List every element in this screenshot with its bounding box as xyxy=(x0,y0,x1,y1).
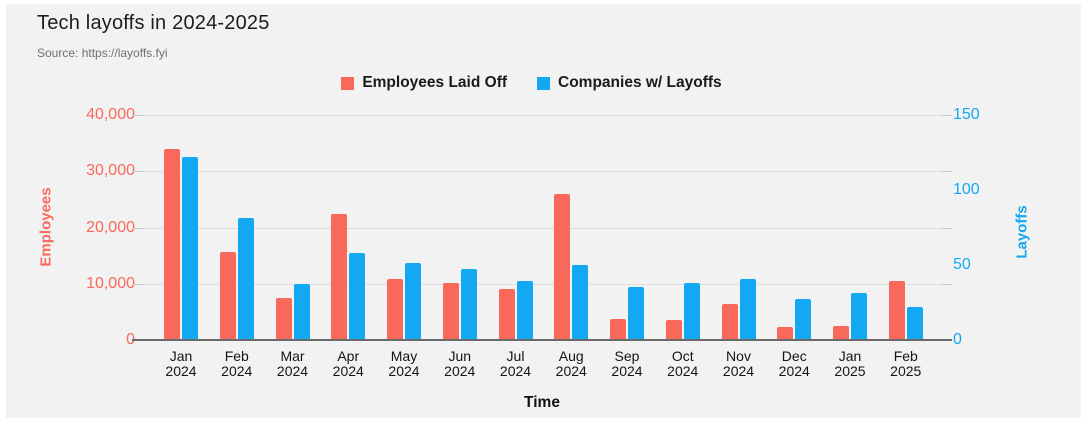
axis-tick-mark xyxy=(941,283,952,285)
bar-companies-w-layoffs-aug-2024[interactable] xyxy=(572,265,589,340)
y-right-tick-100: 100 xyxy=(953,181,980,198)
x-axis-title: Time xyxy=(524,394,560,411)
bar-companies-w-layoffs-sep-2024[interactable] xyxy=(628,287,644,340)
chart-panel: Tech layoffs in 2024-2025 Source: https:… xyxy=(6,4,1081,418)
bar-companies-w-layoffs-mar-2024[interactable] xyxy=(293,284,310,340)
bar-employees-laid-off-dec-2024[interactable] xyxy=(777,327,794,340)
bar-employees-laid-off-may-2024[interactable] xyxy=(387,279,403,340)
y-right-tick-150: 150 xyxy=(953,106,980,123)
y-left-tick-30-000: 30,000 xyxy=(86,162,135,180)
x-tick-label-jan-2025: Jan 2025 xyxy=(834,348,866,380)
y-axis-title-layoffs: Layoffs xyxy=(1013,205,1031,259)
bar-companies-w-layoffs-feb-2025[interactable] xyxy=(906,307,923,340)
bar-companies-w-layoffs-dec-2024[interactable] xyxy=(795,299,812,340)
bar-employees-laid-off-feb-2025[interactable] xyxy=(888,281,905,340)
axis-tick-mark xyxy=(941,171,952,173)
plot-area xyxy=(132,115,952,341)
legend-item-companies[interactable]: Companies w/ Layoffs xyxy=(537,74,722,92)
legend-item-employees[interactable]: Employees Laid Off xyxy=(341,74,507,92)
y-left-tick-40-000: 40,000 xyxy=(86,106,135,123)
axis-tick-mark xyxy=(132,283,143,285)
bar-employees-laid-off-jun-2024[interactable] xyxy=(442,283,459,340)
x-tick-label-dec-2024: Dec 2024 xyxy=(778,348,810,380)
bar-employees-laid-off-nov-2024[interactable] xyxy=(721,304,738,340)
axis-tick-mark xyxy=(132,227,143,229)
bar-employees-laid-off-jan-2024[interactable] xyxy=(164,149,180,340)
axis-tick-mark xyxy=(132,115,143,116)
bar-companies-w-layoffs-jan-2024[interactable] xyxy=(182,157,198,340)
y-left-tick-0: 0 xyxy=(126,331,135,348)
legend-swatch-companies-icon xyxy=(537,76,551,90)
bar-employees-laid-off-apr-2024[interactable] xyxy=(331,214,348,340)
y-right-tick-0: 0 xyxy=(953,331,962,348)
axis-tick-mark xyxy=(132,171,143,173)
chart-title: Tech layoffs in 2024-2025 xyxy=(37,12,270,34)
x-tick-label-nov-2024: Nov 2024 xyxy=(722,348,755,380)
legend-swatch-employees-icon xyxy=(341,76,355,90)
gridline xyxy=(143,171,941,173)
bar-companies-w-layoffs-nov-2024[interactable] xyxy=(739,279,756,340)
gridline xyxy=(143,115,941,116)
axis-tick-mark xyxy=(941,227,952,229)
x-tick-label-jun-2024: Jun 2024 xyxy=(444,348,476,380)
bar-employees-laid-off-jul-2024[interactable] xyxy=(498,289,515,340)
x-tick-label-oct-2024: Oct 2024 xyxy=(667,348,699,380)
bar-companies-w-layoffs-jun-2024[interactable] xyxy=(460,269,477,340)
x-tick-label-aug-2024: Aug 2024 xyxy=(555,348,587,380)
bar-employees-laid-off-jan-2025[interactable] xyxy=(833,326,849,340)
y-right-tick-50: 50 xyxy=(953,256,971,273)
x-tick-label-may-2024: May 2024 xyxy=(388,348,420,380)
x-axis-baseline xyxy=(132,339,952,341)
legend-label-employees: Employees Laid Off xyxy=(362,74,508,91)
bar-companies-w-layoffs-jul-2024[interactable] xyxy=(516,281,533,340)
legend: Employees Laid Off Companies w/ Layoffs xyxy=(0,74,1069,92)
legend-label-companies: Companies w/ Layoffs xyxy=(558,74,722,91)
chart-source-link[interactable]: Source: https://layoffs.fyi xyxy=(37,46,168,60)
axis-tick-mark xyxy=(941,115,952,116)
x-tick-label-mar-2024: Mar 2024 xyxy=(276,348,309,380)
x-tick-label-apr-2024: Apr 2024 xyxy=(332,348,364,380)
x-tick-label-feb-2024: Feb 2024 xyxy=(221,348,253,380)
bar-employees-laid-off-oct-2024[interactable] xyxy=(665,320,682,340)
bar-employees-laid-off-mar-2024[interactable] xyxy=(275,298,292,340)
y-left-tick-10-000: 10,000 xyxy=(86,274,135,292)
bar-employees-laid-off-feb-2024[interactable] xyxy=(219,252,236,340)
bar-employees-laid-off-sep-2024[interactable] xyxy=(610,319,626,340)
x-tick-label-feb-2025: Feb 2025 xyxy=(890,348,922,380)
bar-companies-w-layoffs-feb-2024[interactable] xyxy=(237,218,254,340)
x-tick-label-jul-2024: Jul 2024 xyxy=(499,348,532,380)
y-left-tick-20-000: 20,000 xyxy=(86,218,135,236)
x-tick-label-jan-2024: Jan 2024 xyxy=(165,348,197,380)
bar-companies-w-layoffs-jan-2025[interactable] xyxy=(851,293,867,340)
x-tick-label-sep-2024: Sep 2024 xyxy=(611,348,643,380)
bar-companies-w-layoffs-oct-2024[interactable] xyxy=(683,283,700,340)
gridline xyxy=(143,227,941,229)
bar-companies-w-layoffs-apr-2024[interactable] xyxy=(349,253,366,340)
bar-employees-laid-off-aug-2024[interactable] xyxy=(554,194,571,340)
gridline xyxy=(143,283,941,285)
bar-companies-w-layoffs-may-2024[interactable] xyxy=(405,263,421,340)
